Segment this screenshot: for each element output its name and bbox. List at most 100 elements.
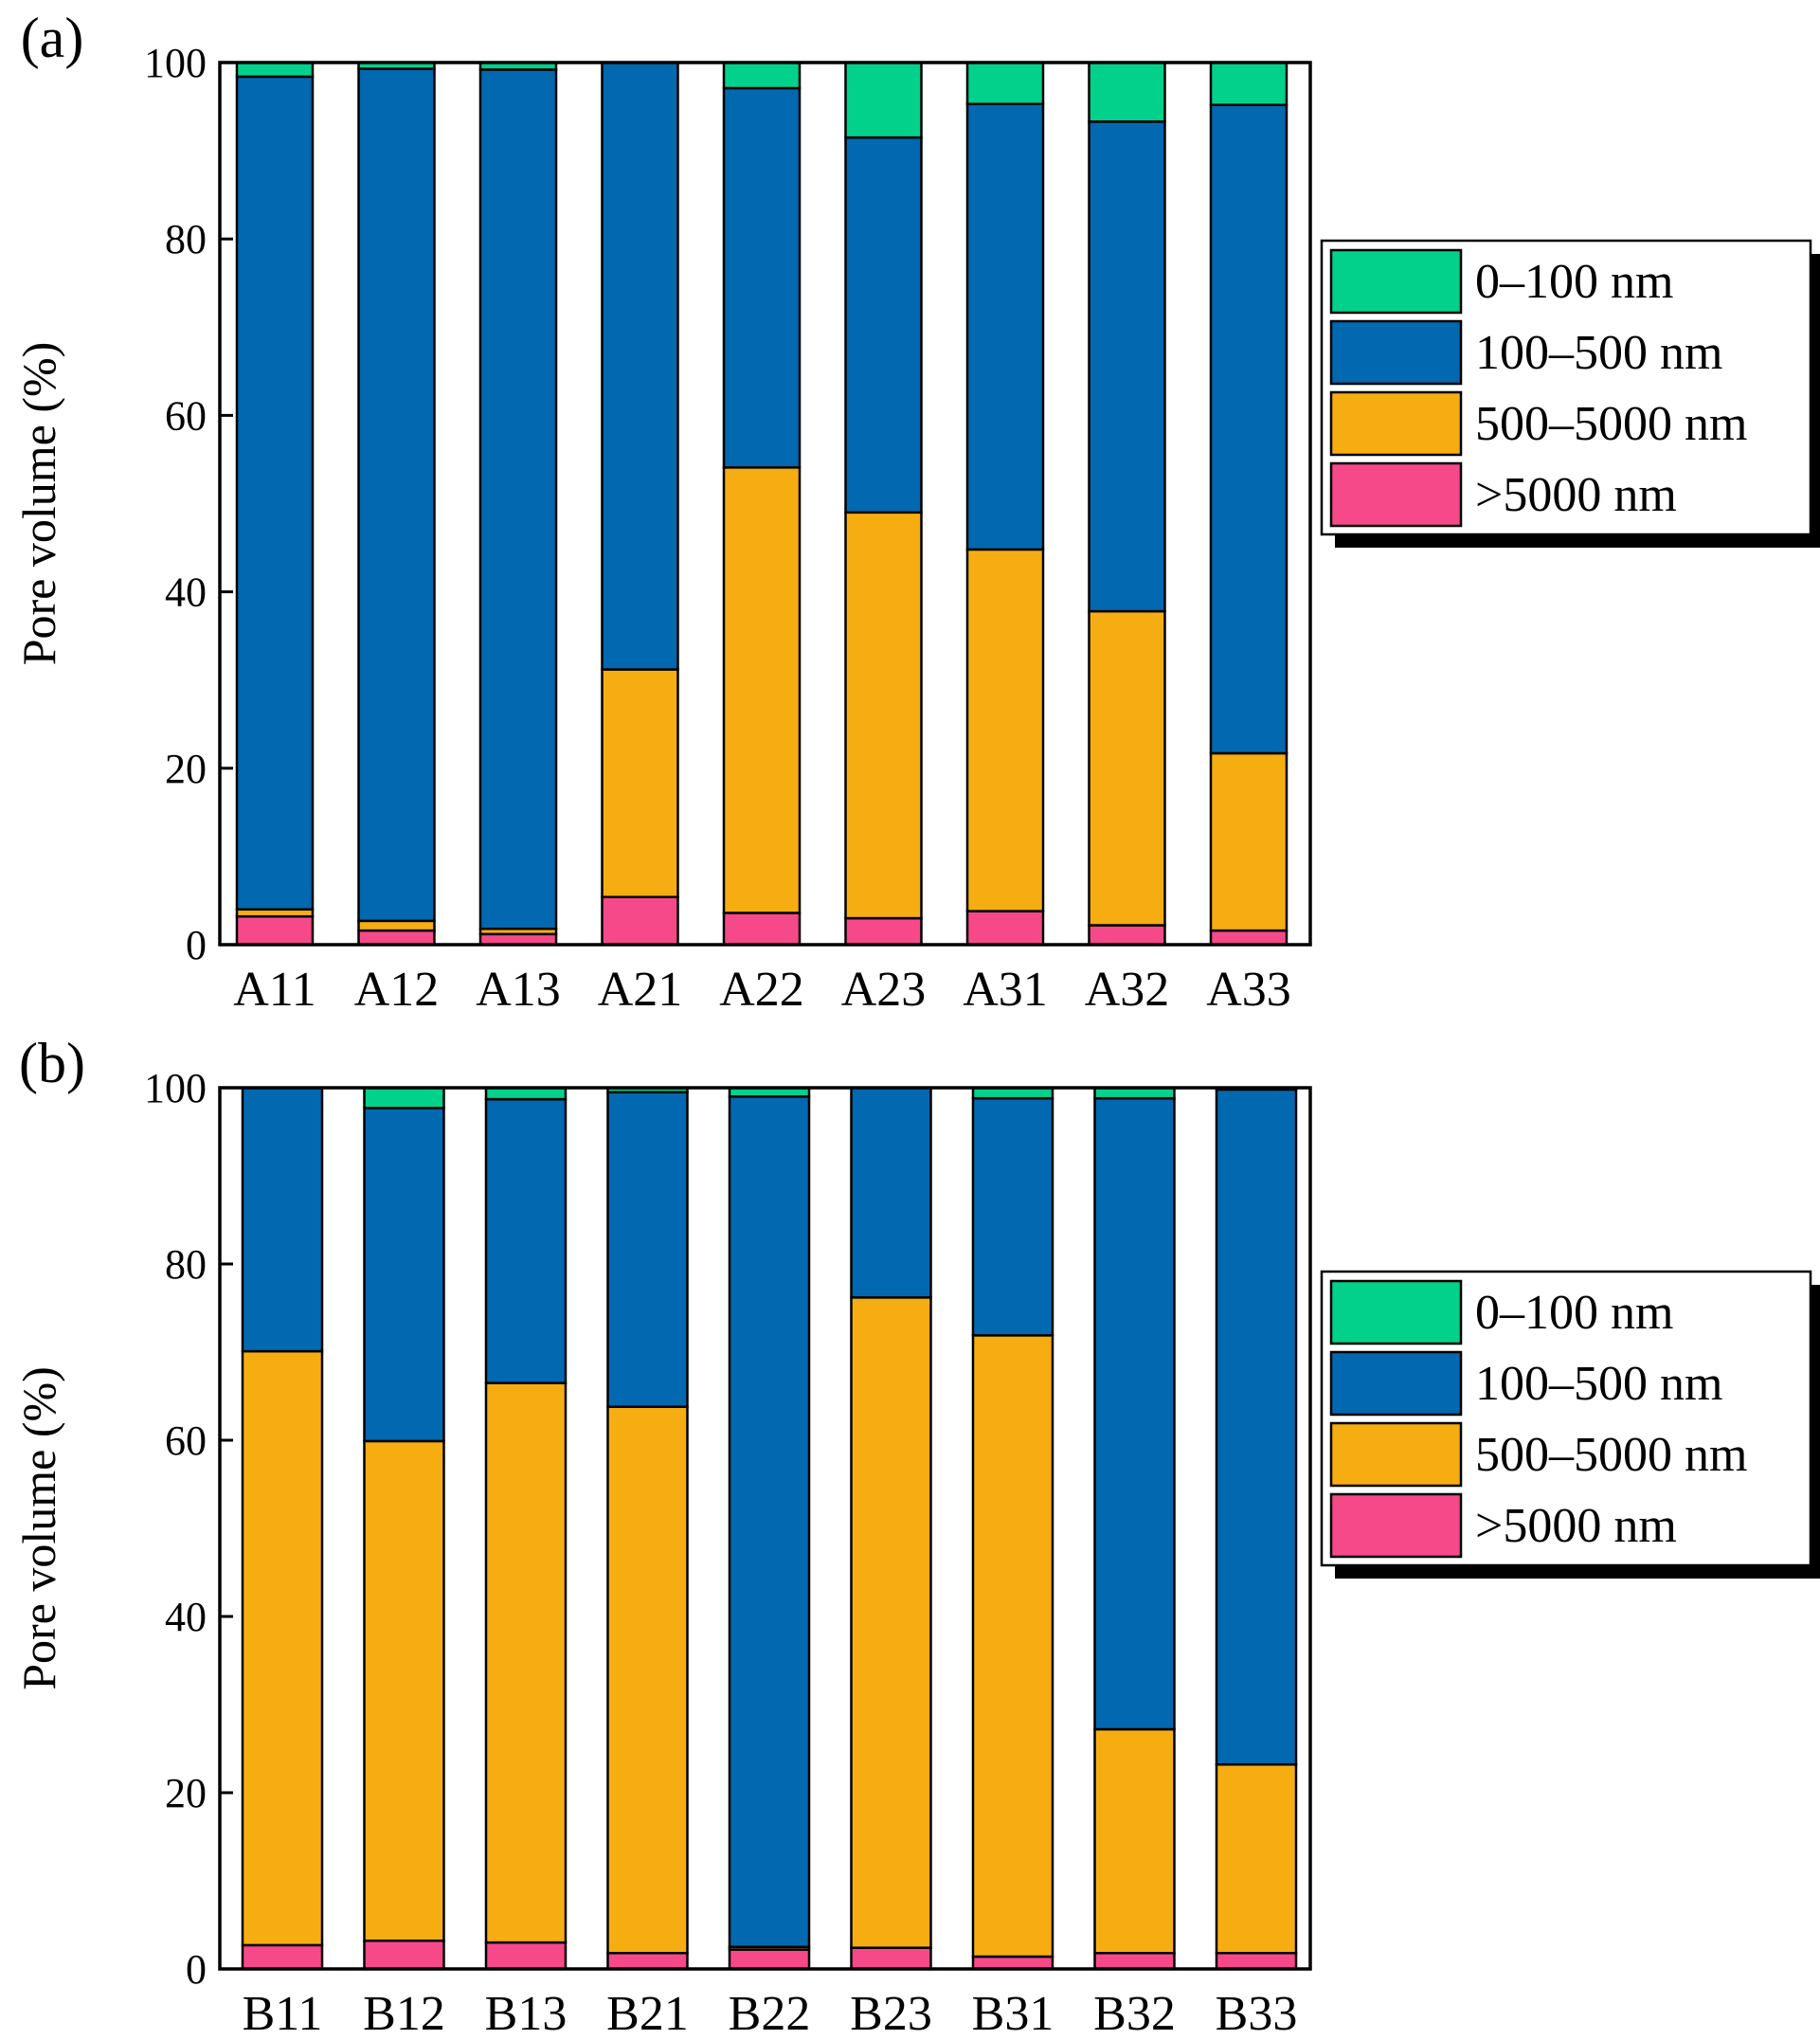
y-tick-label: 60	[165, 392, 207, 439]
legend-label: >5000 nm	[1475, 468, 1677, 522]
x-tick-label: A12	[354, 963, 440, 1017]
legend: 0–100 nm 100–500 nm 500–5000 nm >5000 nm	[1320, 1270, 1820, 1579]
bar-b21-100-500-nm	[606, 1091, 689, 1408]
y-tick-label: 80	[165, 1241, 207, 1288]
bar-b23-500-5000-nm	[850, 1296, 932, 1949]
x-tick-label: A13	[476, 963, 561, 1017]
x-tick-label: A22	[719, 963, 804, 1017]
x-tick-label: B11	[243, 1987, 323, 2040]
bar-b11-100-500-nm	[241, 1086, 324, 1353]
bar-b22-100-500-nm	[728, 1095, 811, 1949]
bar-a11-100-500-nm	[235, 75, 315, 912]
bar-a21-100-500-nm	[601, 61, 679, 671]
y-tick-label: 60	[165, 1417, 207, 1464]
bar-a22-0-100-nm	[722, 61, 802, 90]
bar-a23-500-5000-nm	[844, 511, 923, 920]
bar-a31-100-500-nm	[965, 102, 1045, 551]
y-tick-label: 20	[165, 1770, 207, 1816]
bar-a11-gt-5000-nm	[235, 914, 315, 947]
plot-frame	[218, 61, 1312, 947]
bar-a11-0-100-nm	[235, 61, 315, 79]
y-tick-label: 100	[144, 1065, 207, 1111]
bar-b12-0-100-nm	[363, 1086, 445, 1110]
y-tick-label: 20	[165, 746, 207, 792]
bar-b33-100-500-nm	[1215, 1088, 1298, 1766]
bar-b23-100-500-nm	[850, 1086, 932, 1299]
bar-a21-gt-5000-nm	[601, 895, 679, 947]
bar-b11-500-5000-nm	[241, 1349, 324, 1947]
x-tick-label: A21	[598, 963, 683, 1017]
y-tick-label: 80	[165, 216, 207, 262]
plot-frame	[218, 1086, 1312, 1971]
bar-a21-500-5000-nm	[601, 668, 679, 898]
x-tick-label: B23	[850, 1987, 932, 2040]
legend: 0–100 nm 100–500 nm 500–5000 nm >5000 nm	[1320, 239, 1820, 548]
x-tick-label: B13	[485, 1987, 568, 2040]
bar-a31-500-5000-nm	[965, 548, 1045, 912]
y-axis-title: Pore volume (%)	[12, 342, 65, 666]
bar-b13-500-5000-nm	[484, 1381, 568, 1944]
legend-label: 500–5000 nm	[1475, 397, 1747, 451]
bar-a31-0-100-nm	[965, 61, 1045, 106]
bar-a33-gt-5000-nm	[1209, 929, 1288, 947]
bar-a23-0-100-nm	[844, 61, 923, 139]
legend-swatch-500-5000-nm	[1329, 390, 1463, 457]
x-tick-label: B31	[972, 1987, 1054, 2040]
bar-b23-gt-5000-nm	[850, 1946, 932, 1971]
bar-a12-gt-5000-nm	[357, 929, 436, 947]
y-tick-label: 0	[186, 922, 207, 968]
legend-swatch-gt-5000-nm	[1329, 1492, 1463, 1559]
bar-a23-gt-5000-nm	[844, 916, 923, 947]
bar-b21-gt-5000-nm	[606, 1952, 689, 1971]
legend-swatch-0-100-nm	[1329, 1279, 1463, 1345]
panel-label: (a)	[21, 7, 84, 69]
bar-b33-gt-5000-nm	[1215, 1952, 1298, 1971]
legend-label: 500–5000 nm	[1475, 1428, 1747, 1482]
x-tick-label: B21	[606, 1987, 689, 2040]
bar-a22-100-500-nm	[722, 86, 802, 469]
x-tick-label: A31	[963, 963, 1048, 1017]
bar-b22-gt-5000-nm	[728, 1948, 811, 1971]
x-tick-label: A11	[233, 963, 316, 1017]
bar-b13-100-500-nm	[484, 1097, 568, 1384]
bar-a32-0-100-nm	[1088, 61, 1166, 123]
bar-a32-100-500-nm	[1088, 120, 1166, 613]
bar-a22-gt-5000-nm	[722, 912, 802, 947]
bar-a12-100-500-nm	[357, 67, 436, 923]
bar-a12-500-5000-nm	[357, 919, 436, 932]
x-tick-label: A23	[841, 963, 927, 1017]
legend-label: 100–500 nm	[1475, 1357, 1722, 1411]
x-tick-label: B33	[1216, 1987, 1298, 2040]
bar-a33-100-500-nm	[1209, 103, 1288, 755]
bar-b32-500-5000-nm	[1093, 1727, 1176, 1955]
y-axis-title: Pore volume (%)	[12, 1366, 65, 1690]
legend-swatch-500-5000-nm	[1329, 1421, 1463, 1488]
x-tick-label: A33	[1206, 963, 1291, 1017]
bar-a22-500-5000-nm	[722, 466, 802, 914]
legend-label: 100–500 nm	[1475, 326, 1722, 380]
legend-label: 0–100 nm	[1475, 1286, 1673, 1340]
bar-b31-500-5000-nm	[971, 1334, 1054, 1959]
bar-b13-gt-5000-nm	[484, 1941, 568, 1971]
legend-label: 0–100 nm	[1475, 255, 1673, 309]
bar-a32-gt-5000-nm	[1088, 924, 1166, 947]
chart-panel-b: (b) Pore volume (%) 0 20 40 60 80 100 B11 B12 B13 B…	[12, 1032, 1820, 2040]
panel-label: (b)	[19, 1032, 85, 1094]
chart-panel-a: (a) Pore volume (%) 0 20 40 60 80 100 A11 A12 A13 A…	[12, 7, 1820, 1017]
bar-b33-500-5000-nm	[1215, 1762, 1298, 1955]
x-tick-label: B32	[1093, 1987, 1176, 2040]
y-tick-label: 0	[186, 1946, 207, 1993]
bar-b12-500-5000-nm	[363, 1439, 445, 1942]
bar-a33-0-100-nm	[1209, 61, 1288, 106]
bar-a33-500-5000-nm	[1209, 751, 1288, 932]
bar-b21-500-5000-nm	[606, 1405, 689, 1955]
bar-b31-gt-5000-nm	[971, 1955, 1054, 1971]
bar-b12-gt-5000-nm	[363, 1939, 445, 1971]
bar-b11-gt-5000-nm	[241, 1943, 324, 1971]
x-tick-label: A32	[1085, 963, 1170, 1017]
legend-label: >5000 nm	[1475, 1499, 1677, 1553]
legend-swatch-100-500-nm	[1329, 319, 1463, 386]
x-tick-label: B22	[729, 1987, 811, 2040]
y-tick-label: 40	[165, 569, 207, 616]
